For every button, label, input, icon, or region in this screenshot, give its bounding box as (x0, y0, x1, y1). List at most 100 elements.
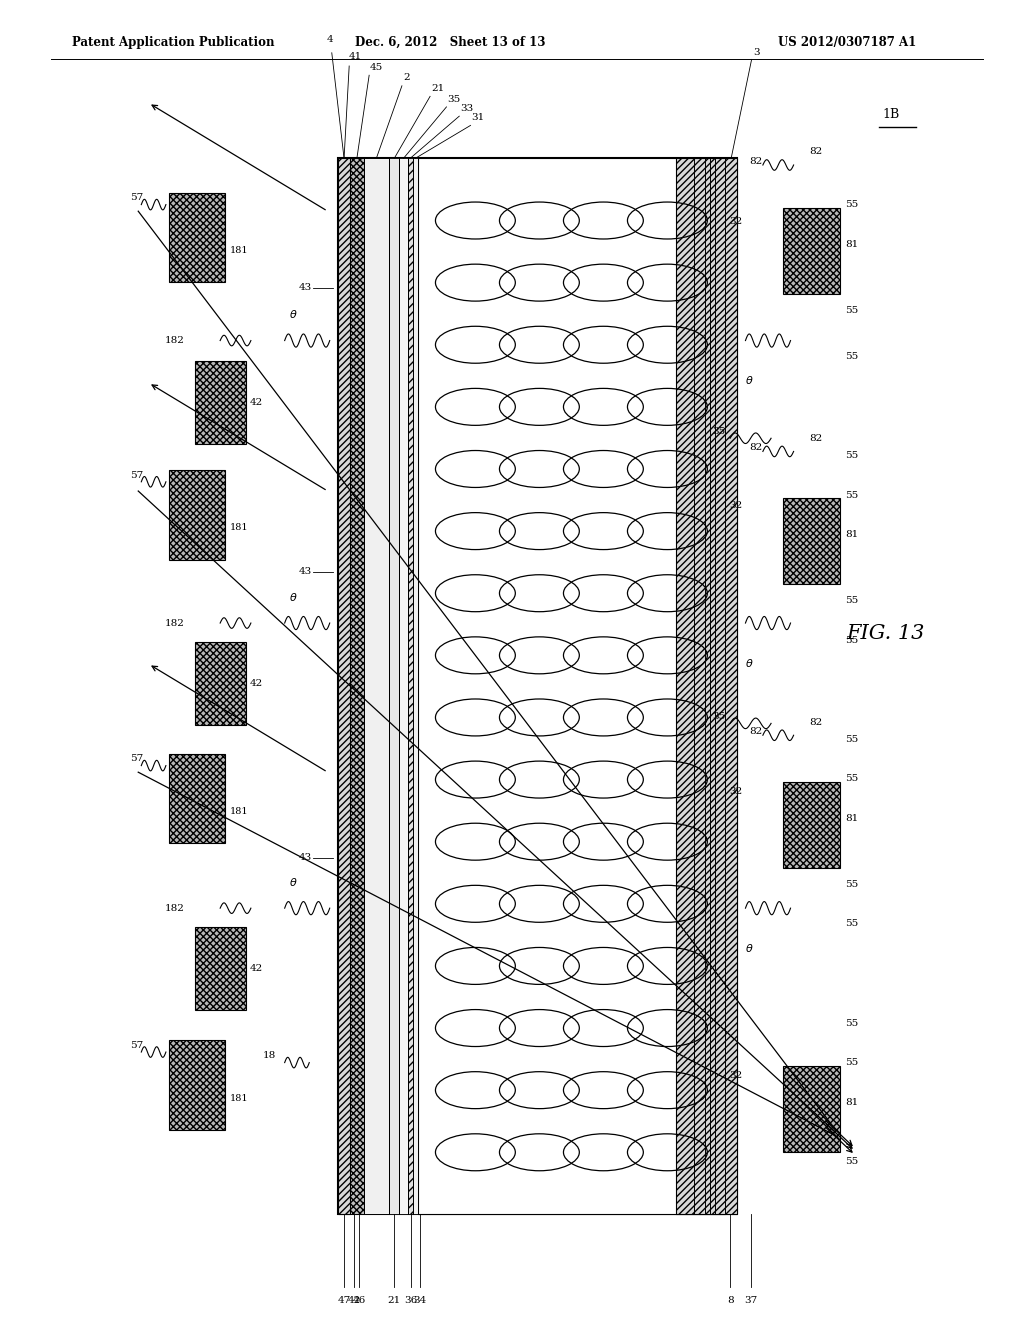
Text: 42: 42 (250, 964, 263, 973)
Text: 35: 35 (713, 428, 726, 436)
Text: 181: 181 (229, 808, 248, 816)
Text: 43: 43 (299, 284, 312, 292)
Bar (676, 158, 694, 1214)
Bar (169, 193, 225, 282)
Bar (408, 158, 413, 1214)
Text: Patent Application Publication: Patent Application Publication (72, 36, 274, 49)
Text: 55: 55 (845, 451, 858, 459)
Bar (364, 158, 389, 1214)
Text: US 2012/0307187 A1: US 2012/0307187 A1 (778, 36, 916, 49)
Bar (783, 498, 840, 583)
Text: 82: 82 (750, 727, 763, 735)
Text: 55: 55 (845, 1019, 858, 1027)
Text: 35: 35 (447, 95, 461, 103)
Text: 35: 35 (713, 713, 726, 721)
Bar (694, 158, 705, 1214)
Bar (413, 158, 418, 1214)
Text: 34: 34 (414, 1296, 426, 1304)
Text: 55: 55 (845, 352, 858, 360)
Bar (338, 158, 350, 1214)
Text: 55: 55 (845, 735, 858, 743)
Text: 55: 55 (845, 880, 858, 888)
Text: 55: 55 (845, 201, 858, 209)
Text: 82: 82 (750, 157, 763, 165)
Bar (195, 362, 246, 444)
Text: 33: 33 (461, 104, 473, 112)
Bar (783, 207, 840, 293)
Text: 32: 32 (729, 1072, 742, 1080)
Text: 81: 81 (845, 531, 858, 539)
Text: 46: 46 (353, 1296, 366, 1304)
Text: FIG. 13: FIG. 13 (847, 624, 925, 643)
Text: 32: 32 (729, 218, 742, 226)
Text: 82: 82 (809, 718, 822, 726)
Text: Dec. 6, 2012   Sheet 13 of 13: Dec. 6, 2012 Sheet 13 of 13 (355, 36, 546, 49)
Bar (338, 158, 737, 1214)
Text: $\theta$: $\theta$ (289, 308, 297, 321)
Bar (418, 158, 725, 1214)
Bar (783, 781, 840, 869)
Bar (705, 158, 710, 1214)
Text: $\theta$: $\theta$ (745, 656, 754, 669)
Text: 36: 36 (404, 1296, 417, 1304)
Text: 182: 182 (165, 904, 184, 912)
Text: 1B: 1B (883, 108, 900, 121)
Text: 82: 82 (809, 148, 822, 156)
Text: 57: 57 (130, 194, 143, 202)
Text: 41: 41 (349, 53, 362, 61)
Text: 81: 81 (845, 814, 858, 822)
Bar (783, 1067, 840, 1151)
Text: 181: 181 (229, 1094, 248, 1102)
Text: 55: 55 (845, 1158, 858, 1166)
Text: 31: 31 (471, 114, 484, 121)
Text: 57: 57 (130, 755, 143, 763)
Bar (676, 158, 737, 1214)
Text: 81: 81 (845, 240, 858, 248)
Bar (169, 470, 225, 560)
Bar (350, 158, 364, 1214)
Bar (399, 158, 408, 1214)
Text: 57: 57 (130, 471, 143, 479)
Bar (710, 158, 715, 1214)
Text: 43: 43 (299, 568, 312, 576)
Text: 55: 55 (845, 491, 858, 499)
Text: 55: 55 (845, 597, 858, 605)
Text: $\theta$: $\theta$ (289, 875, 297, 888)
Text: 32: 32 (729, 502, 742, 510)
Text: 55: 55 (845, 306, 858, 314)
Text: 55: 55 (845, 1059, 858, 1067)
Text: 181: 181 (229, 247, 248, 255)
Text: 55: 55 (845, 920, 858, 928)
Text: 21: 21 (388, 1296, 400, 1304)
Bar (389, 158, 399, 1214)
Text: 42: 42 (250, 399, 263, 407)
Bar (169, 754, 225, 843)
Bar (195, 642, 246, 725)
Text: 55: 55 (845, 636, 858, 644)
Text: $\theta$: $\theta$ (745, 941, 754, 954)
Text: $\theta$: $\theta$ (745, 374, 754, 387)
Text: 4: 4 (327, 36, 333, 44)
Text: 82: 82 (809, 434, 822, 442)
Text: 182: 182 (165, 337, 184, 345)
Text: 32: 32 (729, 788, 742, 796)
Bar (195, 927, 246, 1010)
Text: 57: 57 (130, 1041, 143, 1049)
Text: 42: 42 (250, 678, 263, 688)
Text: 43: 43 (299, 854, 312, 862)
Text: 82: 82 (750, 444, 763, 451)
Text: 45: 45 (371, 63, 383, 71)
Text: 55: 55 (845, 775, 858, 783)
Text: 182: 182 (165, 619, 184, 627)
Text: 2: 2 (403, 74, 410, 82)
Bar (169, 1040, 225, 1130)
Text: 181: 181 (229, 524, 248, 532)
Text: 21: 21 (431, 84, 444, 92)
Text: 81: 81 (845, 1098, 858, 1106)
Text: 37: 37 (744, 1296, 757, 1304)
Text: 3: 3 (754, 49, 760, 57)
Text: 18: 18 (263, 1052, 276, 1060)
Bar (715, 158, 725, 1214)
Text: $\theta$: $\theta$ (289, 590, 297, 603)
Text: 8: 8 (727, 1296, 733, 1304)
